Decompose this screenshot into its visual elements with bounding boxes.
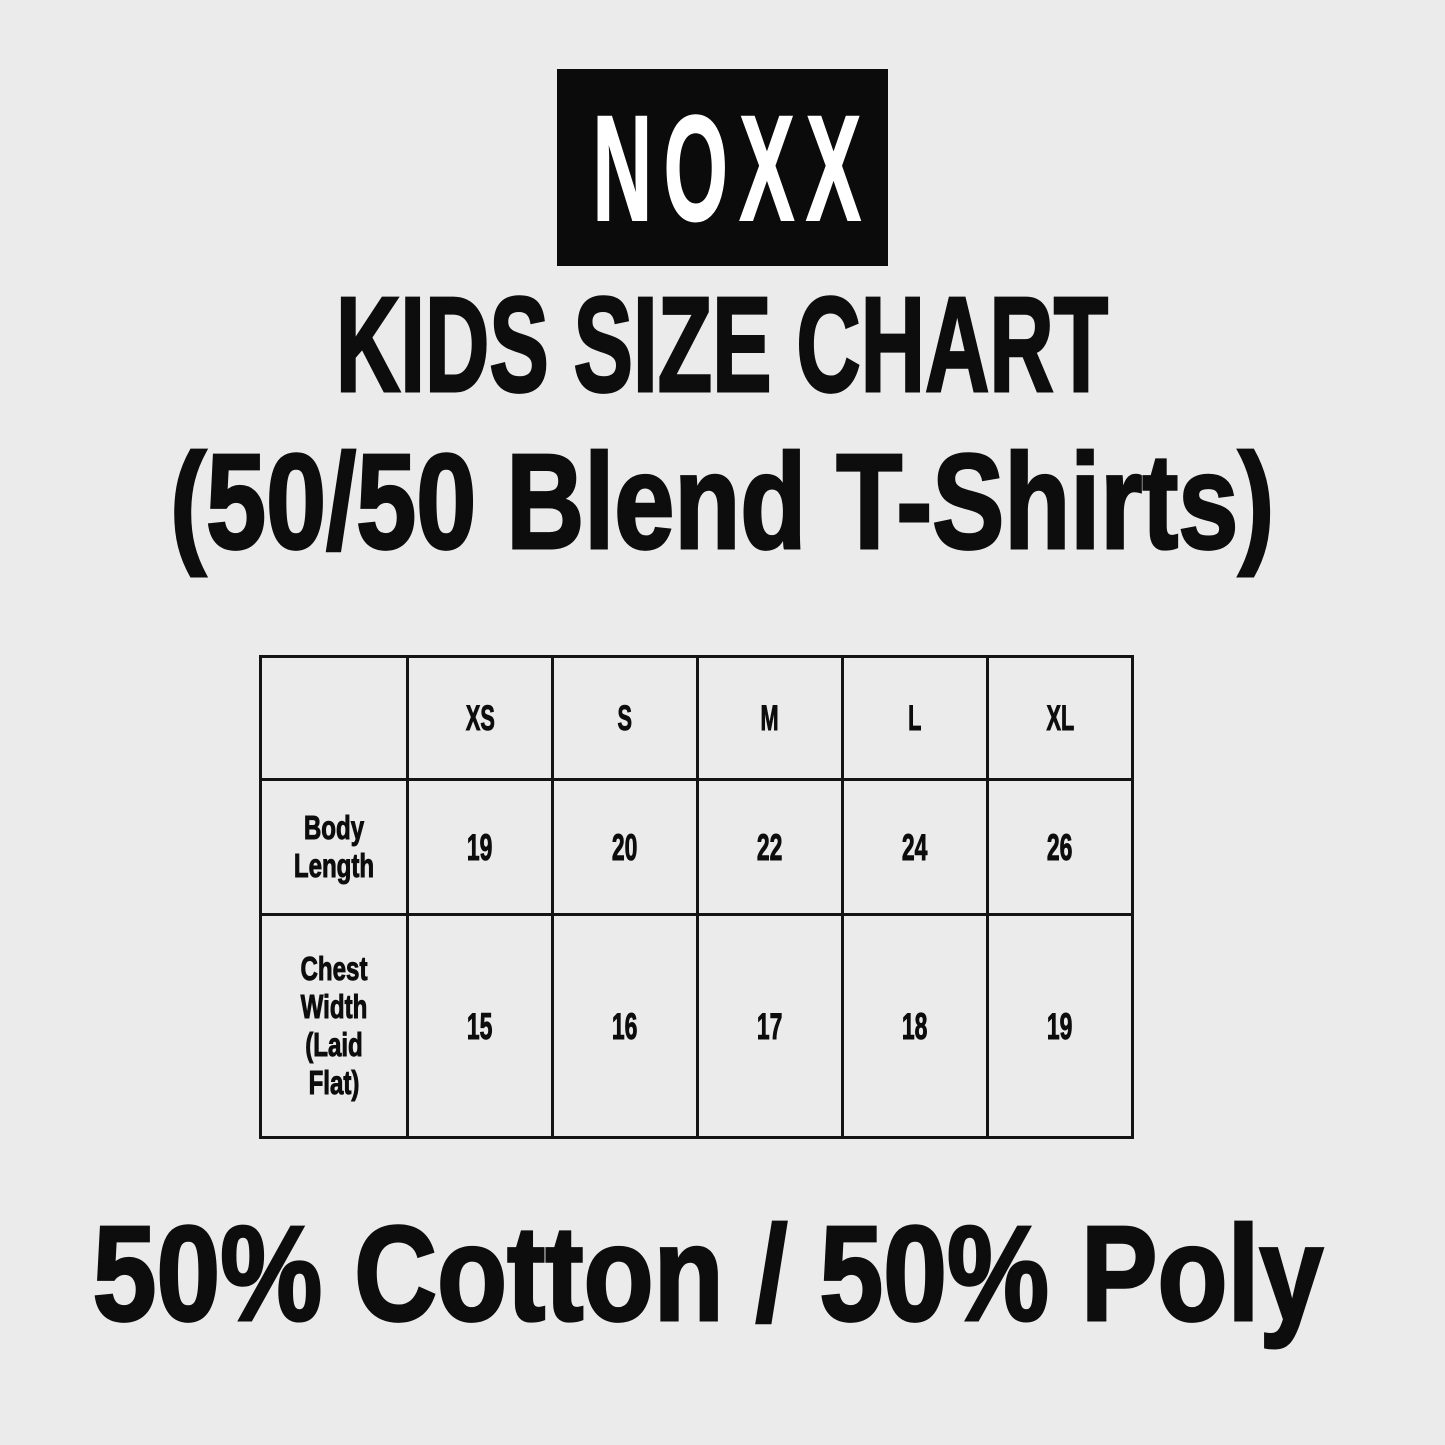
fabric-content-text: 50% Cotton / 50% Poly [91, 1197, 1324, 1351]
cell-chest-width-xs: 15 [406, 913, 554, 1139]
col-header-m: M [696, 655, 844, 781]
cell-body-length-xl: 26 [986, 778, 1134, 916]
cell-body-length-xs: 19 [406, 778, 554, 916]
size-table-header-row: XS S M L XL [259, 655, 1134, 781]
row-label-chest-width: Chest Width (Laid Flat) [259, 913, 409, 1139]
page-title-line1: KIDS SIZE CHART [335, 268, 1109, 422]
corner-cell [259, 655, 409, 781]
size-table: XS S M L XL Body Length 19 20 22 24 26 C… [259, 655, 1134, 1139]
col-header-s: S [551, 655, 699, 781]
col-header-xs: XS [406, 655, 554, 781]
cell-chest-width-m: 17 [696, 913, 844, 1139]
brand-logo: NOXX [557, 69, 888, 266]
cell-chest-width-l: 18 [841, 913, 989, 1139]
cell-chest-width-xl: 19 [986, 913, 1134, 1139]
cell-body-length-l: 24 [841, 778, 989, 916]
cell-body-length-s: 20 [551, 778, 699, 916]
body-length-row: Body Length 19 20 22 24 26 [259, 778, 1134, 916]
page-title: KIDS SIZE CHART (50/50 Blend T-Shirts) [0, 266, 1445, 580]
page-title-line2: (50/50 Blend T-Shirts) [169, 425, 1276, 579]
cell-chest-width-s: 16 [551, 913, 699, 1139]
cell-body-length-m: 22 [696, 778, 844, 916]
chest-width-row: Chest Width (Laid Flat) 15 16 17 18 19 [259, 913, 1134, 1139]
brand-logo-text: NOXX [592, 83, 874, 252]
col-header-l: L [841, 655, 989, 781]
row-label-body-length: Body Length [259, 778, 409, 916]
col-header-xl: XL [986, 655, 1134, 781]
